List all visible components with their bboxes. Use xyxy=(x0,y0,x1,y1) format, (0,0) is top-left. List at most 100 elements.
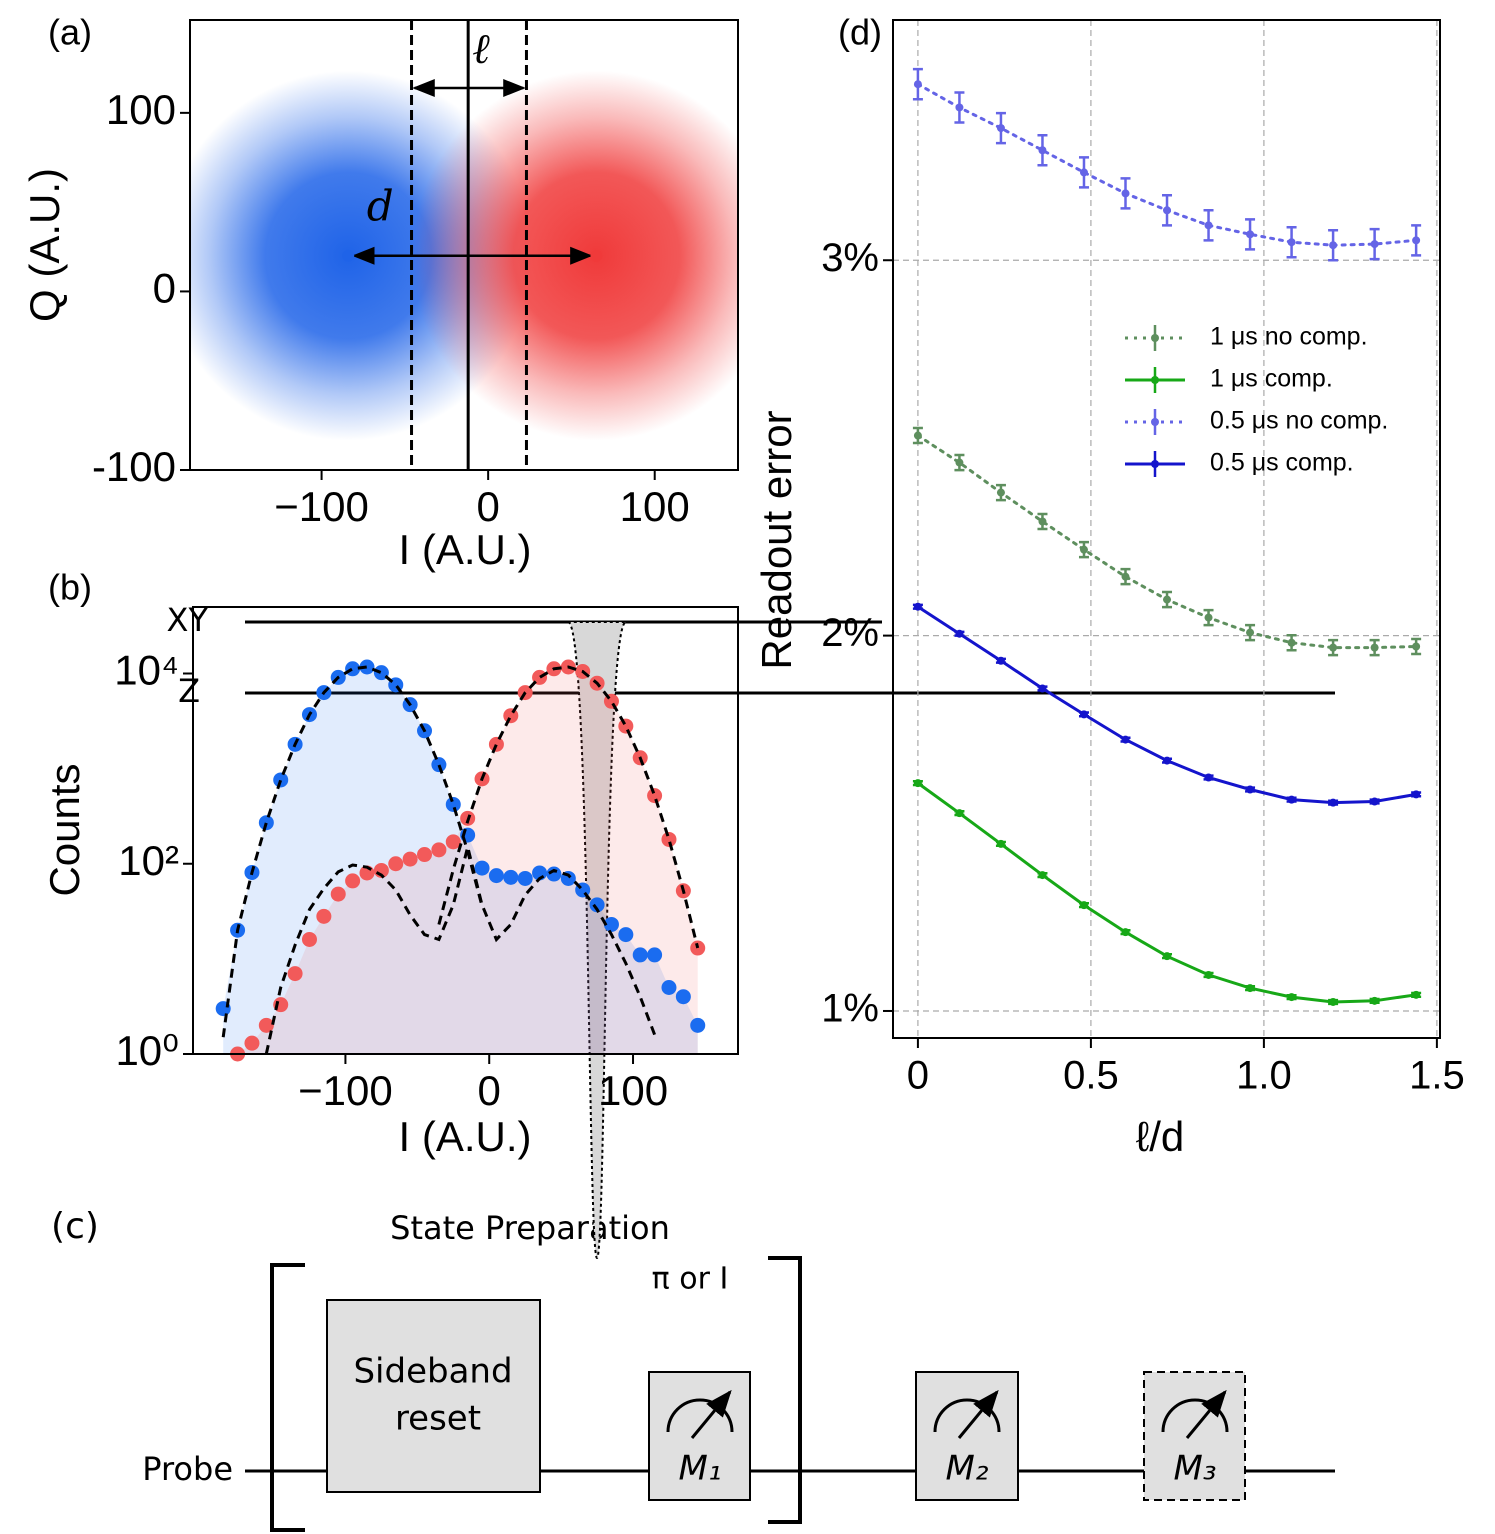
point xyxy=(632,947,648,963)
x-tick-label: 100 xyxy=(598,1067,668,1114)
y-tick-label: 10² xyxy=(118,837,179,884)
meter-label: M₃ xyxy=(1174,1449,1217,1489)
diagram-title: State Preparation xyxy=(390,1209,670,1247)
x-tick-label: 100 xyxy=(620,483,690,530)
meter-box xyxy=(915,1371,1019,1501)
point xyxy=(675,989,691,1005)
point xyxy=(955,458,964,467)
bracket xyxy=(270,1263,305,1532)
x-axis-label: I (A.U.) xyxy=(399,1113,532,1160)
axes: 10⁰ 10² 10⁴ −100 0 100 xyxy=(114,647,668,1115)
box-label: Sideband xyxy=(353,1352,512,1392)
point xyxy=(913,431,922,440)
point xyxy=(373,665,389,681)
axes: 1% 2% 3% 0 0.5 1.0 1.5 xyxy=(821,20,1465,1098)
point xyxy=(1038,146,1047,155)
point xyxy=(345,661,361,677)
x-axis-label: ℓ/d xyxy=(1136,1113,1185,1160)
point xyxy=(690,1017,706,1033)
plot-frame xyxy=(189,19,739,471)
legend-label: 1 μs no comp. xyxy=(1210,323,1368,351)
axes: -100 0 100 −100 0 100 xyxy=(92,86,690,530)
legend-dot xyxy=(1151,376,1159,384)
point xyxy=(913,779,922,788)
point xyxy=(546,866,562,882)
point xyxy=(503,708,519,724)
point xyxy=(1287,993,1296,1002)
point xyxy=(1329,643,1338,652)
point xyxy=(488,868,504,884)
point xyxy=(1412,642,1421,651)
point xyxy=(1204,970,1213,979)
point xyxy=(359,659,375,675)
point xyxy=(1079,710,1088,719)
point xyxy=(1246,984,1255,993)
meter-needle xyxy=(690,1389,732,1439)
point xyxy=(1163,952,1172,961)
annotation: ℓ xyxy=(472,24,490,73)
point xyxy=(1204,221,1213,230)
y-tick-label: 100 xyxy=(106,86,176,133)
point xyxy=(955,103,964,112)
point xyxy=(1079,901,1088,910)
point xyxy=(1329,798,1338,807)
point xyxy=(316,908,332,924)
meter-arc xyxy=(1161,1398,1229,1433)
point xyxy=(1412,236,1421,245)
point xyxy=(273,772,289,788)
series-line xyxy=(916,781,1418,1004)
fit-curve xyxy=(437,665,700,949)
point xyxy=(690,940,706,956)
legend: 1 μs no comp. 1 μs comp. 0.5 μs no comp. 0.… xyxy=(1125,323,1388,477)
point xyxy=(1204,613,1213,622)
area xyxy=(237,667,698,1054)
plot-frame xyxy=(192,606,739,1055)
point xyxy=(1287,795,1296,804)
reset-box xyxy=(326,1299,541,1493)
point xyxy=(503,869,519,885)
x-tick-label: 1.0 xyxy=(1236,1054,1292,1098)
point xyxy=(287,966,303,982)
x-tick-label: −100 xyxy=(298,1067,393,1114)
y-tick-label: 3% xyxy=(821,236,879,280)
point xyxy=(258,815,274,831)
point xyxy=(1287,638,1296,647)
fit-curve xyxy=(264,846,657,1055)
area xyxy=(223,667,698,1054)
point xyxy=(589,897,605,913)
wire-label: Probe xyxy=(142,1450,233,1488)
x-tick-label: 0.5 xyxy=(1063,1054,1119,1098)
point xyxy=(474,860,490,876)
meter-needle xyxy=(957,1389,999,1439)
point xyxy=(1163,756,1172,765)
legend-dot xyxy=(1151,460,1159,468)
legend-label: 0.5 μs comp. xyxy=(1210,449,1354,477)
meter: M₃ xyxy=(1143,1371,1246,1501)
y-tick-label: 2% xyxy=(821,611,879,655)
point xyxy=(1079,545,1088,554)
point xyxy=(1038,517,1047,526)
point xyxy=(388,856,404,872)
point xyxy=(1246,785,1255,794)
point xyxy=(1121,928,1130,937)
y-axis-label: Counts xyxy=(41,763,88,896)
meter-box xyxy=(1143,1371,1246,1501)
point xyxy=(1038,684,1047,693)
point xyxy=(1246,628,1255,637)
point xyxy=(431,757,447,773)
legend-dot xyxy=(1151,418,1159,426)
point xyxy=(996,839,1005,848)
point xyxy=(431,842,447,858)
point xyxy=(647,788,663,804)
point xyxy=(517,870,533,886)
meter: M₁ xyxy=(648,1371,751,1501)
x-tick-label: −100 xyxy=(274,483,369,530)
circuit-diagram: (c) State Preparation XY Z Probe Sideban… xyxy=(51,601,1335,1532)
point xyxy=(301,931,317,947)
point xyxy=(417,847,433,863)
point xyxy=(1329,241,1338,250)
point xyxy=(1121,572,1130,581)
panel-label: (c) xyxy=(51,1206,99,1247)
point xyxy=(488,736,504,752)
